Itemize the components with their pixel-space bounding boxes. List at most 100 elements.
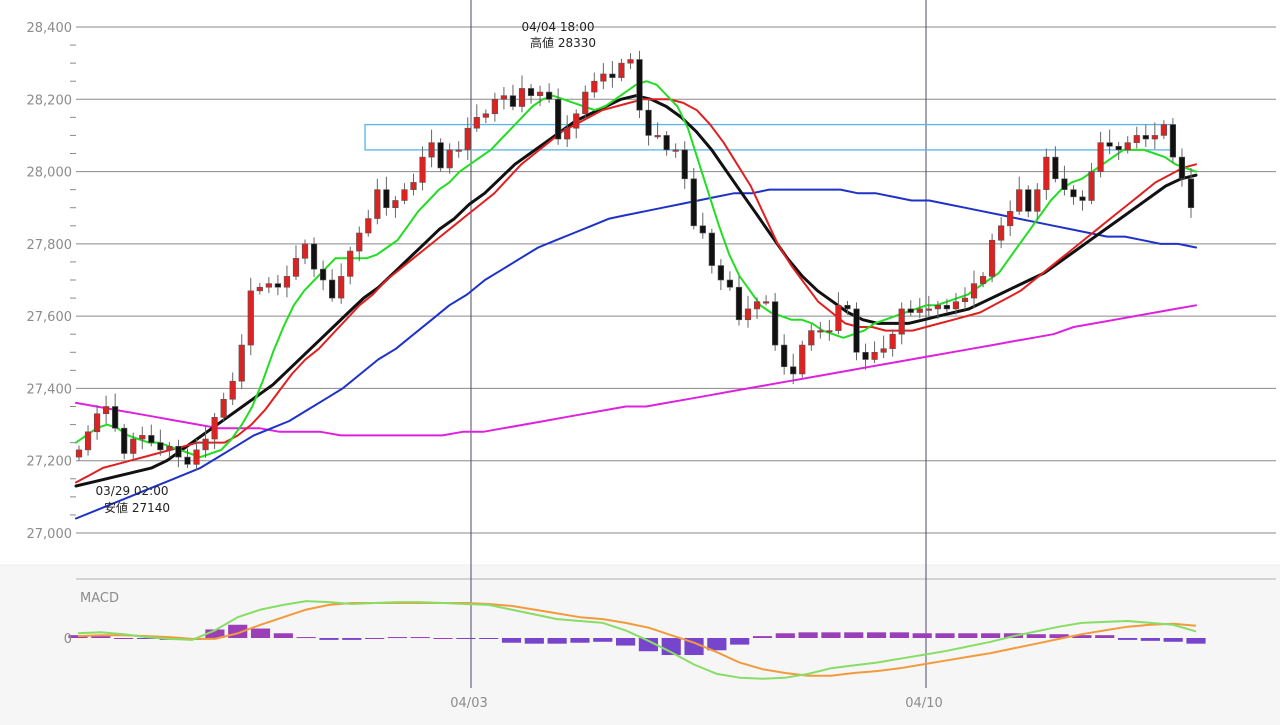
macd-histogram-bar <box>501 638 522 643</box>
macd-histogram-bar <box>1117 638 1138 640</box>
price-tick-label: 28,000 <box>27 166 73 181</box>
candle-down <box>717 265 724 281</box>
candle-down <box>844 304 851 310</box>
macd-histogram-bar <box>250 628 271 638</box>
candle-up <box>410 182 417 190</box>
candle-down <box>1187 178 1195 209</box>
candle-up <box>247 290 254 346</box>
candle-up <box>464 127 471 151</box>
candle-down <box>663 135 670 151</box>
candle-down <box>175 445 182 458</box>
ma-400-line <box>75 304 1197 437</box>
macd-histogram-bar <box>821 632 841 638</box>
candle-down <box>329 279 336 299</box>
candle-down <box>1052 156 1059 180</box>
candle-down <box>437 142 444 169</box>
candle-up <box>220 398 227 418</box>
candle-up <box>889 333 896 349</box>
candle-down <box>1025 189 1032 212</box>
candle-down <box>862 351 869 360</box>
macd-histogram-bar <box>616 638 636 646</box>
macd-histogram-bar <box>958 633 978 638</box>
candle-up <box>1133 135 1140 143</box>
macd-histogram-bar <box>273 633 293 638</box>
candle-down <box>121 427 128 454</box>
candle-up <box>808 330 815 346</box>
candle-down <box>609 73 616 78</box>
macd-line <box>77 600 1197 680</box>
candle-up <box>518 88 526 107</box>
macd-histogram-bar <box>319 638 339 640</box>
candle-down <box>1115 145 1122 151</box>
candle-down <box>509 95 517 107</box>
candle-down <box>907 308 914 313</box>
candle-up <box>654 135 661 138</box>
candle-up <box>835 304 842 331</box>
macd-zero-label: 0 <box>64 632 72 647</box>
macd-histogram-bar <box>638 638 658 652</box>
candle-down <box>112 406 119 429</box>
candle-up <box>1160 124 1167 136</box>
candle-down <box>274 283 281 288</box>
candle-up <box>166 445 173 451</box>
candle-up <box>582 91 589 115</box>
candle-up <box>952 301 960 310</box>
macd-histogram-bar <box>387 637 408 639</box>
candle-up <box>998 225 1005 241</box>
macd-histogram-bar <box>798 632 818 638</box>
candle-up <box>916 308 923 313</box>
candle-up <box>446 149 453 169</box>
candle-up <box>139 435 146 440</box>
candle-up <box>925 308 932 311</box>
candle-up <box>744 308 752 321</box>
macd-histogram-bar <box>1072 635 1092 638</box>
candle-down <box>943 304 951 310</box>
candle-up <box>301 243 309 259</box>
candle-up <box>365 218 372 234</box>
candle-down <box>853 308 860 353</box>
candle-up <box>573 113 580 129</box>
candle-down <box>555 98 562 140</box>
macd-histogram-bar <box>114 638 134 639</box>
date-tick-label: 04/03 <box>450 696 487 711</box>
candle-up <box>292 258 300 277</box>
candle-up <box>970 283 978 299</box>
candle-up <box>347 250 354 277</box>
candle-down <box>735 286 743 321</box>
candle-down <box>790 366 797 375</box>
candle-up <box>618 62 625 78</box>
candle-up <box>238 344 245 382</box>
macd-histogram-bar <box>205 629 225 638</box>
ma-mid-line <box>75 98 1197 484</box>
candle-up <box>536 91 544 96</box>
candle-up <box>374 189 381 219</box>
candle-down <box>1079 196 1086 201</box>
price-tick-label: 27,400 <box>27 382 73 397</box>
candle-up <box>591 80 598 93</box>
macd-histogram-bar <box>365 638 385 639</box>
high-annotation-value: 高値 28330 <box>530 35 596 50</box>
candle-up <box>1088 171 1095 201</box>
candle-up <box>934 304 941 310</box>
candle-up <box>229 380 236 400</box>
macd-histogram-bar <box>410 637 430 639</box>
candle-down <box>699 225 706 234</box>
macd-histogram-bar <box>1186 638 1206 644</box>
high-annotation-date: 04/04 18:00 <box>522 20 595 34</box>
macd-histogram-bar <box>1049 634 1069 638</box>
candle-down <box>726 279 734 288</box>
price-tick-label: 27,200 <box>27 455 73 470</box>
candle-down <box>1070 189 1077 198</box>
candle-down <box>148 435 155 443</box>
candle-up <box>1016 189 1023 212</box>
candle-up <box>482 113 489 118</box>
macd-histogram-bar <box>433 638 453 639</box>
candle-up <box>491 98 498 115</box>
candle-up <box>961 297 969 302</box>
price-tick-label: 27,000 <box>27 527 73 542</box>
candle-up <box>1097 142 1104 172</box>
candle-up <box>799 344 806 375</box>
macd-histogram-bar <box>889 632 909 638</box>
low-annotation-date: 03/29 02:00 <box>96 484 169 498</box>
